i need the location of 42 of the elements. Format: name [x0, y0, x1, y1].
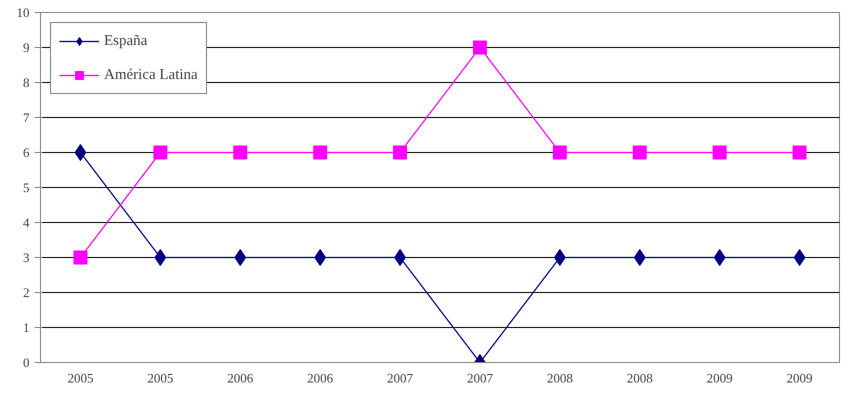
point: [314, 249, 326, 266]
y-tick-label: 1: [23, 320, 30, 335]
point: [154, 249, 166, 266]
point: [233, 146, 248, 160]
point: [234, 249, 246, 266]
x-tick-label: 2005: [147, 370, 174, 386]
y-tick-label: 8: [23, 75, 30, 90]
x-tick-label: 2005: [67, 370, 94, 386]
point: [714, 249, 726, 266]
point: [472, 40, 487, 54]
point: [313, 146, 328, 160]
y-tick-label: 5: [23, 180, 30, 195]
y-tick-label: 6: [23, 145, 30, 160]
y-tick-label: 0: [23, 355, 30, 370]
point: [74, 144, 86, 161]
point: [554, 249, 566, 266]
point: [73, 250, 88, 264]
point: [552, 146, 567, 160]
y-tick-label: 10: [16, 5, 30, 20]
x-tick-label: 2007: [466, 370, 494, 386]
point: [634, 249, 646, 266]
point: [712, 146, 727, 160]
y-tick-label: 9: [23, 40, 30, 55]
point: [794, 249, 806, 266]
x-tick-label: 2008: [546, 370, 573, 386]
point: [792, 146, 807, 160]
x-tick-label: 2006: [227, 370, 254, 386]
point: [153, 146, 168, 160]
y-tick-label: 4: [23, 215, 30, 230]
point: [632, 146, 647, 160]
legend-label: España: [104, 32, 148, 50]
x-tick-label: 2009: [706, 370, 733, 386]
x-tick-label: 2009: [786, 370, 813, 386]
y-tick-label: 7: [23, 110, 30, 125]
point: [394, 249, 406, 266]
point: [393, 146, 408, 160]
legend-label: América Latina: [104, 66, 198, 84]
y-tick-label: 3: [23, 250, 30, 265]
y-tick-label: 2: [23, 285, 30, 300]
x-tick-label: 2006: [307, 370, 334, 386]
x-tick-label: 2007: [387, 370, 414, 386]
x-tick-label: 2008: [626, 370, 653, 386]
